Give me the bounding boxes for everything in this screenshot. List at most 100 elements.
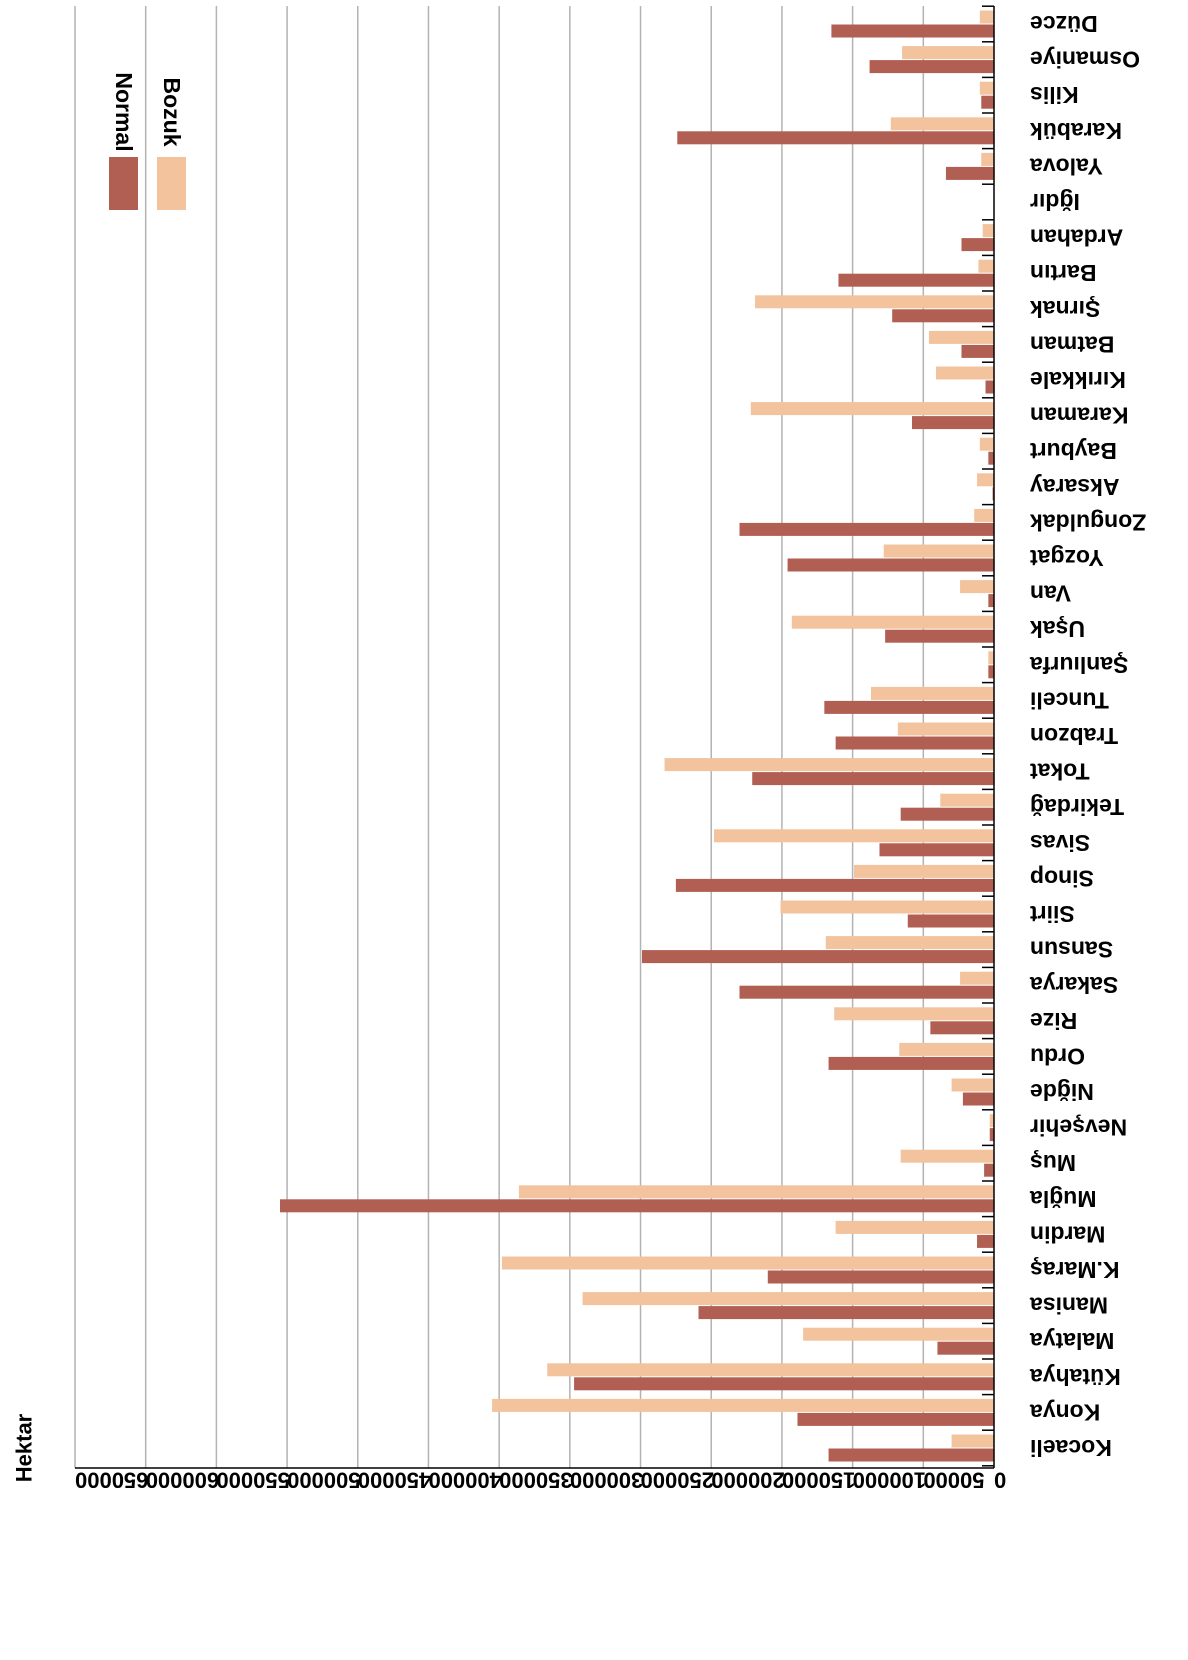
bar-bozuk	[582, 1292, 994, 1306]
bar-bozuk	[936, 366, 994, 380]
category-label: Osmaniye	[1030, 47, 1140, 73]
bar-bozuk	[664, 758, 994, 772]
category-label: Yalova	[1030, 153, 1103, 179]
bar-bozuk	[897, 722, 994, 736]
bar-bozuk	[501, 1256, 994, 1270]
category-label: Batman	[1030, 331, 1114, 357]
category-label: Şanlıurfa	[1030, 652, 1129, 678]
bar-normal	[787, 558, 994, 572]
category-label: Muğla	[1030, 1186, 1097, 1212]
bar-bozuk	[547, 1363, 994, 1377]
bar-bozuk	[714, 829, 994, 843]
category-label: Sinop	[1030, 865, 1094, 891]
bar-bozuk	[989, 1114, 994, 1128]
bar-normal	[574, 1377, 994, 1391]
bar-series	[280, 10, 994, 1462]
grid-lines	[74, 6, 925, 1468]
category-label: Sakarya	[1030, 972, 1118, 998]
category-label: Niğde	[1030, 1079, 1094, 1105]
category-label: Sivas	[1030, 830, 1090, 856]
value-tick-label: 650000	[75, 1468, 148, 1493]
value-tick-label: 250000	[641, 1468, 714, 1493]
category-label: Konya	[1030, 1399, 1101, 1425]
value-tick-label: 200000	[711, 1468, 784, 1493]
bar-normal	[879, 843, 994, 857]
bar-bozuk	[854, 864, 994, 878]
value-tick-label: 100000	[853, 1468, 926, 1493]
unit-label-group: Hektar	[12, 1413, 37, 1482]
category-label: Tokat	[1030, 759, 1090, 785]
category-label: Tekirdağ	[1030, 794, 1124, 820]
bar-normal	[989, 1128, 994, 1142]
value-tick-label: 450000	[358, 1468, 431, 1493]
category-label: Zonguldak	[1030, 509, 1146, 535]
bar-bozuk	[960, 971, 994, 985]
category-label: K.Maraş	[1030, 1257, 1119, 1283]
category-label: Bayburt	[1030, 438, 1117, 464]
bar-normal	[828, 1056, 994, 1070]
bar-bozuk	[899, 1042, 994, 1056]
category-label: Iğdır	[1030, 189, 1080, 215]
bar-bozuk	[834, 1007, 994, 1021]
bar-bozuk	[988, 651, 994, 665]
bar-normal	[937, 1341, 994, 1355]
bar-bozuk	[978, 259, 994, 273]
bar-normal	[869, 60, 994, 74]
bar-bozuk	[825, 936, 994, 950]
bar-normal	[824, 700, 994, 714]
category-label: Sansun	[1030, 937, 1113, 963]
bar-normal	[831, 24, 994, 38]
bar-normal	[962, 1092, 994, 1106]
category-label: Düzce	[1030, 11, 1098, 37]
bar-normal	[739, 522, 994, 536]
category-labels: Kocaeli Konya Kütahya Malatya Manisa K.Maraş M…	[1030, 11, 1147, 1461]
category-label: Ordu	[1030, 1043, 1085, 1069]
bar-bozuk	[803, 1327, 994, 1341]
bar-normal	[892, 309, 994, 323]
bar-bozuk	[883, 544, 994, 558]
bar-bozuk	[951, 1434, 994, 1448]
bar-bozuk	[982, 224, 994, 238]
bar-normal	[698, 1306, 994, 1320]
value-tick-label: 50000	[923, 1468, 984, 1493]
legend-swatch	[109, 157, 138, 210]
bar-normal	[988, 665, 994, 679]
bar-bozuk	[940, 793, 994, 807]
bar-normal	[945, 166, 994, 180]
category-label: Bartın	[1030, 260, 1096, 286]
value-tick-labels: 0 500001000001500002000002500003000003500…	[75, 1468, 1006, 1493]
category-label: Mardin	[1030, 1221, 1105, 1247]
bar-bozuk	[750, 402, 994, 416]
legend: Normal Bozuk	[109, 72, 186, 210]
bar-bozuk	[979, 437, 994, 451]
category-label: Ardahan	[1030, 225, 1123, 251]
category-label: Aksaray	[1030, 474, 1120, 500]
bar-normal	[677, 131, 994, 145]
bar-normal	[985, 380, 994, 394]
bar-normal	[961, 344, 994, 358]
bar-normal	[739, 985, 994, 999]
legend-swatch	[157, 157, 186, 210]
legend-label: Bozuk	[159, 78, 185, 147]
value-tick-label: 550000	[216, 1468, 289, 1493]
bar-normal	[984, 1163, 994, 1177]
axis	[75, 5, 995, 1469]
category-label: Uşak	[1030, 616, 1085, 642]
bar-bozuk	[755, 295, 994, 309]
bar-bozuk	[951, 1078, 994, 1092]
bar-normal	[280, 1199, 994, 1213]
category-label: Tunceli	[1030, 687, 1109, 713]
bar-bozuk	[981, 152, 994, 166]
bar-bozuk	[492, 1398, 994, 1412]
legend-label: Normal	[111, 72, 137, 151]
bar-bozuk	[960, 580, 994, 594]
value-tick-label: 500000	[287, 1468, 360, 1493]
bar-normal	[907, 914, 994, 928]
category-label: Muş	[1030, 1150, 1076, 1176]
category-label: Trabzon	[1030, 723, 1118, 749]
bar-bozuk	[791, 615, 994, 629]
bar-bozuk	[974, 508, 994, 522]
value-tick-label: 300000	[570, 1468, 643, 1493]
